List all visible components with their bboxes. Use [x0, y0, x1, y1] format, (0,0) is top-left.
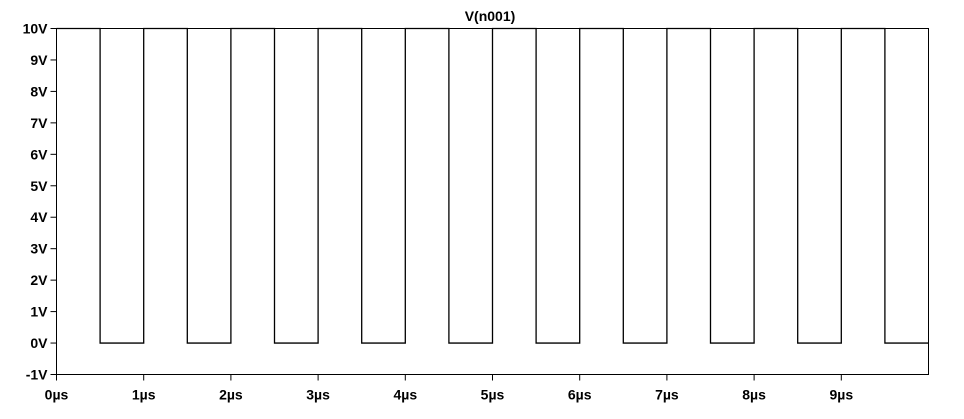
- y-tick-label: 0V: [30, 335, 48, 351]
- chart-title: V(n001): [465, 8, 516, 24]
- y-tick-label: 6V: [30, 146, 48, 162]
- y-tick-label: 7V: [30, 115, 48, 131]
- y-tick-label: 1V: [30, 304, 48, 320]
- series-layer: [56, 27, 929, 344]
- x-tick-label: 6µs: [568, 387, 592, 403]
- y-tick-label: 5V: [30, 178, 48, 194]
- x-axis: 0µs 1µs 2µs 3µs 4µs 5µs 6µs 7µs 8µs 9µs: [45, 374, 853, 403]
- y-tick-label: 3V: [30, 241, 48, 257]
- x-tick-label: 1µs: [132, 387, 156, 403]
- plot-area-frame: [56, 28, 929, 375]
- x-tick-label: 0µs: [45, 387, 69, 403]
- x-tick-label: 4µs: [393, 387, 417, 403]
- x-tick-label: 2µs: [219, 387, 243, 403]
- y-tick-label: 8V: [30, 83, 48, 99]
- y-tick-label: -1V: [26, 367, 48, 383]
- y-tick-label: 9V: [30, 52, 48, 68]
- x-tick-label: 5µs: [481, 387, 505, 403]
- x-tick-label: 7µs: [655, 387, 679, 403]
- x-tick-label: 8µs: [742, 387, 766, 403]
- y-tick-label: 10V: [23, 21, 49, 37]
- y-axis: 10V 9V 8V 7V 6V 5V 4V 3V 2V 1V 0V -1V: [23, 21, 57, 383]
- series-line-0: [56, 27, 929, 344]
- y-tick-label: 4V: [30, 209, 48, 225]
- y-tick-label: 2V: [30, 272, 48, 288]
- x-tick-label: 9µs: [829, 387, 853, 403]
- x-tick-label: 3µs: [306, 387, 330, 403]
